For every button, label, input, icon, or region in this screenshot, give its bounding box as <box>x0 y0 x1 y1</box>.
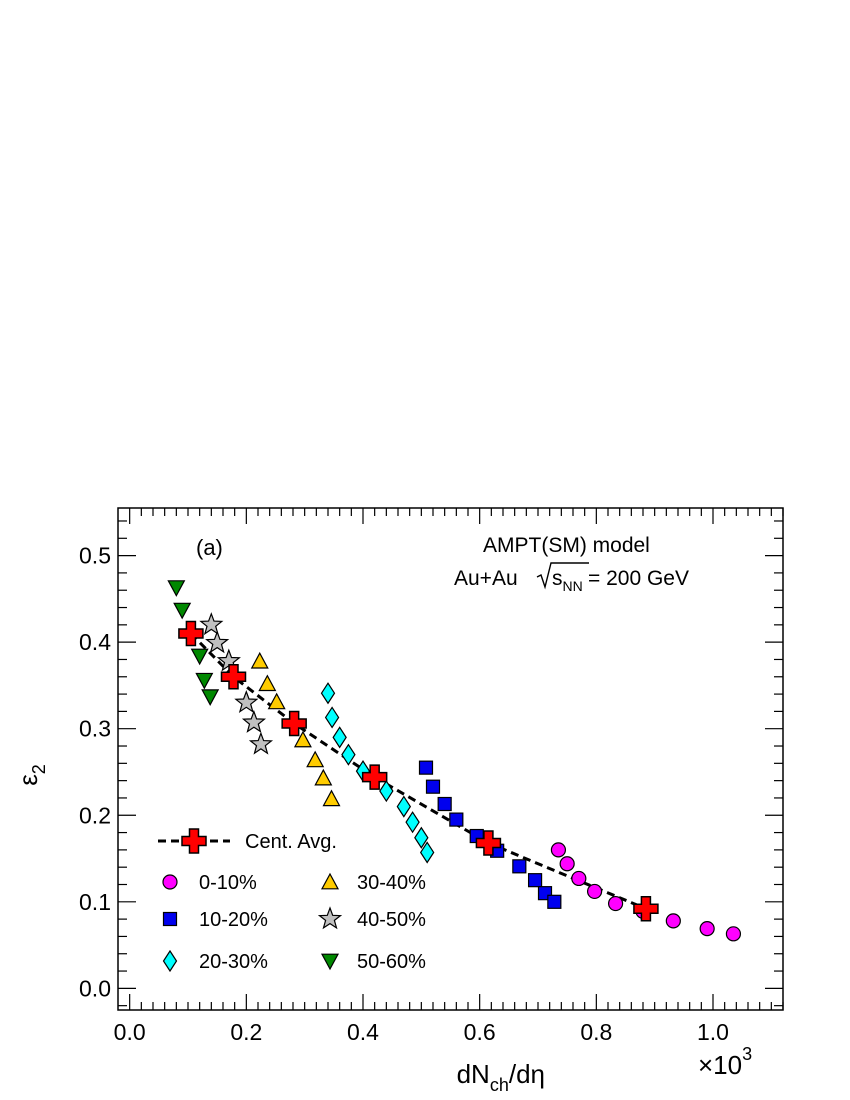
data-point-triangle-down <box>190 648 209 666</box>
data-point-circle <box>571 870 587 887</box>
data-point-triangle-down <box>173 602 192 620</box>
data-point-triangle-down <box>167 580 186 597</box>
plot-frame <box>117 507 784 1011</box>
annotation-system: Au+Au <box>454 567 518 590</box>
data-markers <box>167 580 742 942</box>
data-point-circle <box>607 895 624 912</box>
y-tick-label: 0.2 <box>79 802 111 828</box>
series-10-20pct <box>418 760 562 909</box>
data-point-triangle-up <box>293 730 312 748</box>
data-point-triangle-up <box>306 750 325 768</box>
legend-marker-diamond <box>162 949 178 973</box>
y-tick-label: 0.4 <box>79 629 111 655</box>
y-axis: 0.0 0.1 0.2 0.3 0.4 0.5 ε2 <box>13 520 783 1007</box>
series-0-10pct <box>550 842 742 942</box>
data-point-square <box>547 894 562 909</box>
legend-label: 30-40% <box>357 872 426 894</box>
x-tick-label: 0.0 <box>114 1019 146 1045</box>
average-dashed-line <box>189 632 647 911</box>
legend-avg-marker <box>181 828 207 854</box>
series-50-60pct <box>167 580 220 706</box>
data-point-diamond <box>332 726 347 749</box>
series-cent-avg <box>178 620 659 922</box>
data-point-triangle-up <box>250 651 269 669</box>
data-point-circle <box>699 921 715 937</box>
x-axis: 0.0 0.2 0.4 0.6 0.8 1.0 dNch/dη ×103 <box>114 508 784 1095</box>
data-point-triangle-down <box>195 672 214 690</box>
data-point-circle <box>559 856 575 872</box>
data-point-star <box>234 689 259 714</box>
data-point-cent-avg <box>178 620 204 647</box>
sqrt-symbol <box>536 562 589 590</box>
legend-label: 0-10% <box>199 872 257 894</box>
data-point-star <box>199 612 224 636</box>
y-tick-label: 0.1 <box>79 889 111 915</box>
y-tick-label: 0.5 <box>79 543 111 569</box>
data-point-star <box>248 731 274 755</box>
legend-marker-triangle-up <box>320 872 340 890</box>
data-point-diamond <box>414 826 429 849</box>
x-tick-label: 1.0 <box>697 1019 729 1045</box>
data-point-star <box>205 630 230 654</box>
data-point-circle <box>665 913 681 929</box>
x-tick-label: 0.2 <box>230 1019 262 1045</box>
y-tick-label: 0.3 <box>79 716 111 742</box>
annotations: (a) AMPT(SM) model Au+Au sNN = 200 GeV <box>196 534 689 594</box>
data-point-diamond <box>320 682 336 705</box>
legend-marker-square <box>162 911 178 927</box>
legend-label: 40-50% <box>357 909 426 931</box>
x-axis-title: dNch/dη <box>457 1059 545 1095</box>
legend-label: 20-30% <box>199 951 268 973</box>
legend-label: Cent. Avg. <box>245 831 337 853</box>
y-axis-title: ε2 <box>13 764 49 786</box>
data-point-square <box>449 812 464 827</box>
data-point-triangle-down <box>201 689 220 706</box>
data-point-square <box>527 873 543 888</box>
data-point-circle <box>586 883 603 900</box>
data-point-triangle-up <box>314 768 333 786</box>
data-point-cent-avg <box>361 764 388 790</box>
legend-marker-triangle-down <box>320 953 340 971</box>
data-point-triangle-up <box>267 692 286 710</box>
legend-marker-star <box>317 906 343 930</box>
legend-marker-circle <box>162 874 178 890</box>
annotation-sqrt-s: sNN <box>552 567 583 594</box>
data-point-diamond <box>379 779 394 803</box>
data-point-circle <box>725 926 742 942</box>
data-point-diamond <box>419 841 435 864</box>
data-point-cent-avg <box>220 664 247 690</box>
data-point-cent-avg <box>475 830 502 856</box>
data-point-star <box>241 709 267 733</box>
data-point-circle <box>550 842 567 858</box>
legend-label: 50-60% <box>357 951 426 973</box>
data-point-diamond <box>405 811 420 834</box>
data-point-diamond <box>396 795 412 818</box>
data-point-triangle-up <box>258 674 277 692</box>
annotation-model: AMPT(SM) model <box>483 534 650 557</box>
data-point-cent-avg <box>281 710 307 737</box>
series-30-40pct <box>250 651 341 807</box>
panel-label: (a) <box>196 535 223 560</box>
plot-border <box>117 507 784 1011</box>
data-point-diamond <box>341 743 356 766</box>
data-point-square <box>437 796 452 812</box>
data-point-square <box>418 760 434 775</box>
data-point-cent-avg <box>633 895 659 922</box>
x-tick-label: 0.6 <box>464 1019 496 1045</box>
y-tick-label: 0.0 <box>79 975 111 1001</box>
average-curve <box>189 632 647 911</box>
legend: Cent. Avg. 0-10% 30-40% 10-20% 40-50% 20-30% 5… <box>158 828 426 973</box>
data-point-triangle-up <box>322 789 341 807</box>
x-axis-multiplier: ×103 <box>698 1044 752 1080</box>
annotation-energy: = 200 GeV <box>588 567 689 590</box>
x-tick-label: 0.8 <box>580 1019 612 1045</box>
x-tick-label: 0.4 <box>347 1019 379 1045</box>
data-point-square <box>425 779 441 794</box>
data-point-diamond <box>324 706 340 729</box>
data-point-square <box>512 859 527 874</box>
legend-label: 10-20% <box>199 909 268 931</box>
